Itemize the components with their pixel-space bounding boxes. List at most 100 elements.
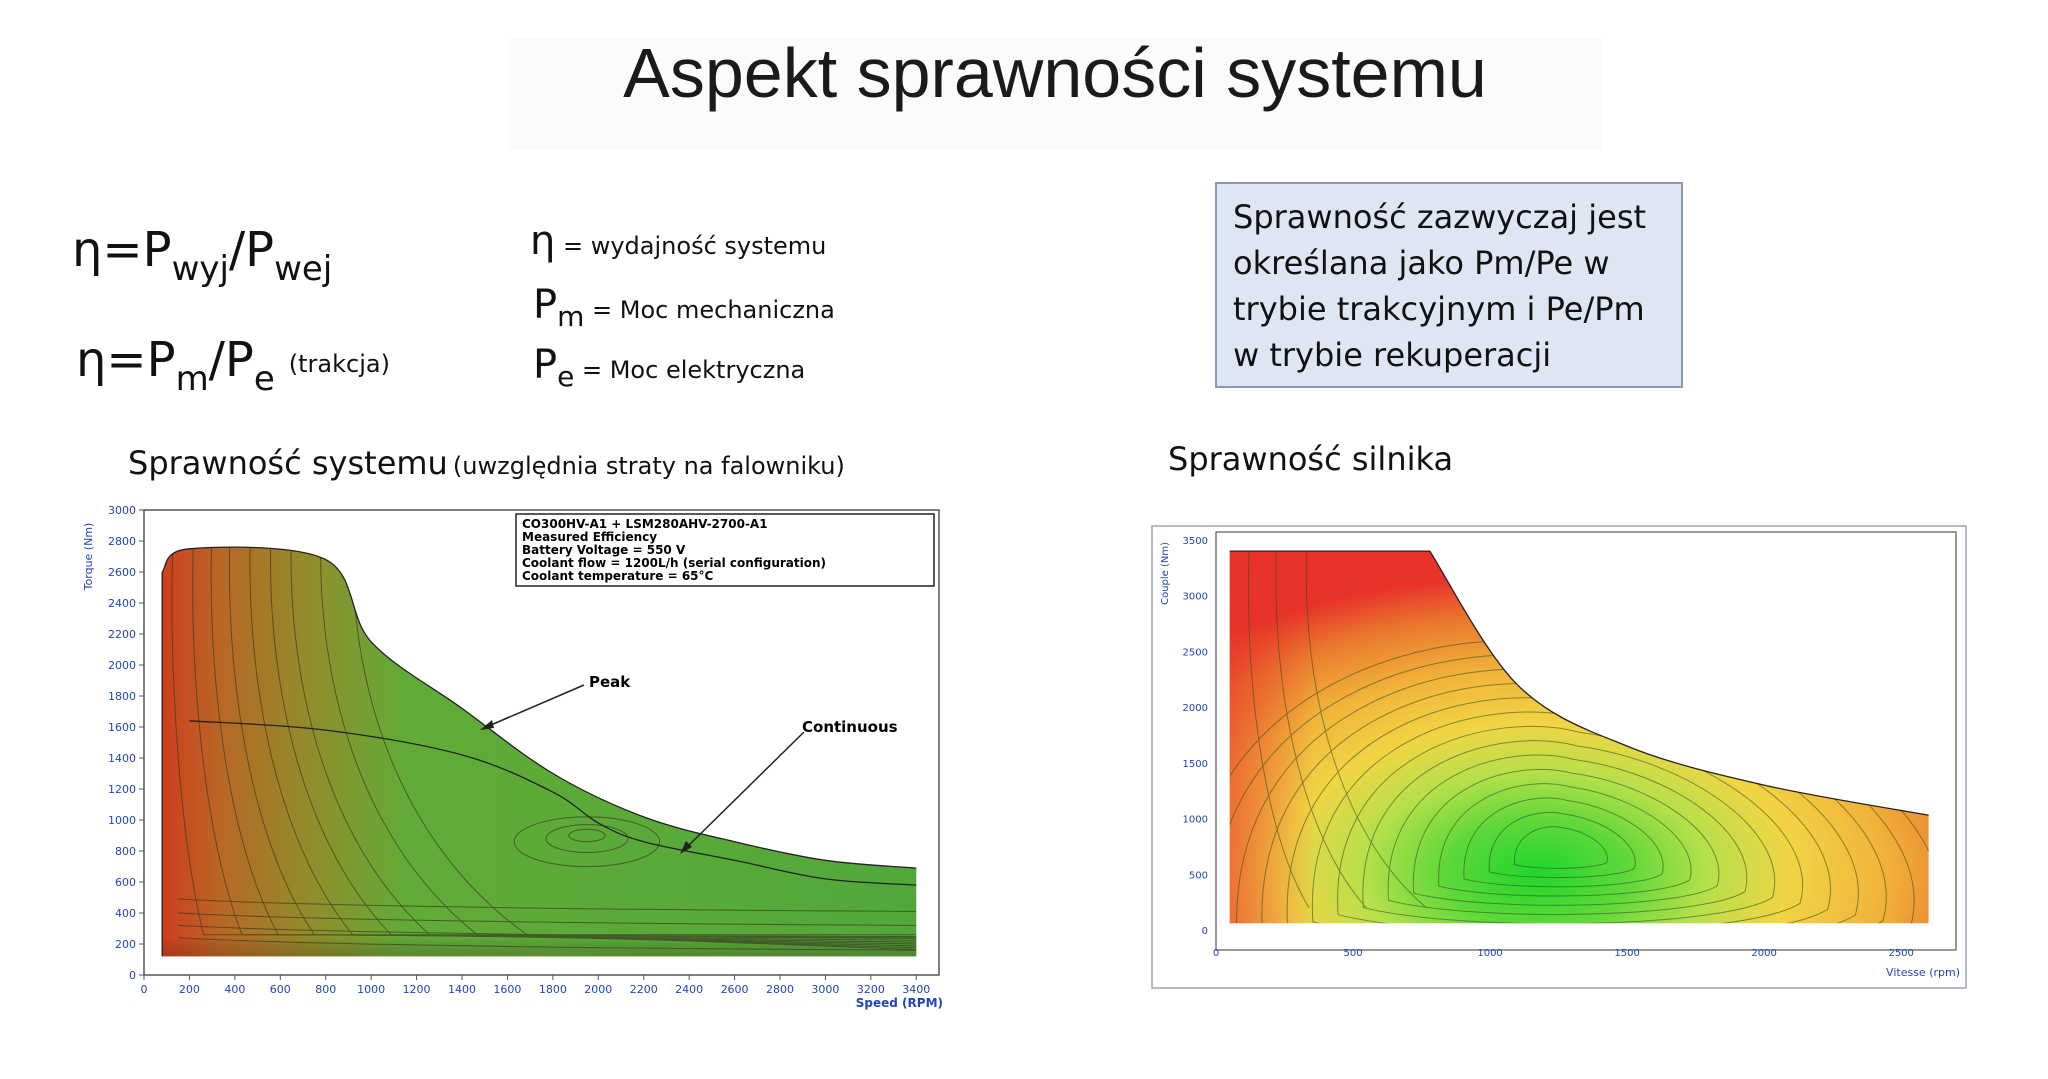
formula-sub-wyj: wyj bbox=[171, 249, 229, 289]
y-tick-label: 800 bbox=[115, 845, 136, 858]
y-tick-label: 2500 bbox=[1183, 647, 1208, 658]
y-tick-label: 1500 bbox=[1183, 759, 1208, 770]
peak-curve bbox=[161, 546, 917, 869]
annotation-text: Peak bbox=[589, 673, 631, 691]
x-tick-label: 0 bbox=[1213, 948, 1219, 959]
formula-note: (trakcja) bbox=[288, 350, 390, 378]
legend-pm: Pm = Moc mechaniczna bbox=[533, 282, 835, 333]
legend-symbol: P bbox=[533, 342, 558, 388]
formula-lhs: η=P bbox=[76, 332, 176, 388]
formula-sub-wej: wej bbox=[274, 249, 333, 289]
x-tick-label: 1000 bbox=[1477, 948, 1502, 959]
contour-line bbox=[178, 937, 917, 951]
note-box: Sprawność zazwyczaj jest określana jako … bbox=[1215, 182, 1683, 388]
x-tick-label: 800 bbox=[315, 983, 336, 996]
caption-main: Sprawność systemu bbox=[128, 444, 448, 482]
y-tick-label: 1600 bbox=[108, 721, 136, 734]
contour-line bbox=[192, 547, 917, 938]
info-line: Coolant temperature = 65°C bbox=[522, 569, 714, 583]
contour-line bbox=[1275, 551, 1367, 909]
x-tick-label: 2200 bbox=[630, 983, 658, 996]
contour-line bbox=[1413, 768, 1720, 906]
y-tick-label: 0 bbox=[1202, 926, 1208, 937]
legend-text: = Moc elektryczna bbox=[574, 356, 806, 384]
y-tick-label: 1200 bbox=[108, 783, 136, 796]
note-line: określana jako Pm/Pe w bbox=[1233, 244, 1610, 282]
y-tick-label: 1400 bbox=[108, 752, 136, 765]
y-tick-label: 3500 bbox=[1183, 536, 1208, 547]
formula-lhs: η=P bbox=[72, 222, 172, 278]
y-tick-label: 2000 bbox=[1183, 703, 1208, 714]
contour-line bbox=[210, 547, 917, 939]
x-tick-label: 3400 bbox=[902, 983, 930, 996]
x-tick-label: 1000 bbox=[357, 983, 385, 996]
y-tick-label: 600 bbox=[115, 876, 136, 889]
continuous-curve bbox=[189, 720, 917, 886]
contour-line bbox=[1387, 754, 1748, 915]
contour-line bbox=[178, 912, 917, 926]
x-tick-label: 2000 bbox=[584, 983, 612, 996]
legend-sub: m bbox=[557, 300, 585, 333]
peak-curve bbox=[1229, 550, 1929, 816]
legend-symbol: P bbox=[533, 282, 558, 328]
contour-line bbox=[171, 547, 917, 936]
y-axis-label: Couple (Nm) bbox=[1160, 542, 1171, 605]
caption-system-efficiency: Sprawność systemu (uwzględnia straty na … bbox=[128, 444, 845, 482]
info-line: CO300HV-A1 + LSM280AHV-2700-A1 bbox=[522, 517, 768, 531]
y-tick-label: 3000 bbox=[108, 504, 136, 517]
legend-pe: Pe = Moc elektryczna bbox=[533, 342, 805, 393]
x-tick-label: 2600 bbox=[721, 983, 749, 996]
contour-line bbox=[568, 828, 606, 843]
system-efficiency-chart: 0 200 400 600 800 1000 1200 1400 1600 1800 2000 220… bbox=[84, 504, 943, 1010]
y-tick-label: 1000 bbox=[108, 814, 136, 827]
info-line: Battery Voltage = 550 V bbox=[522, 543, 686, 557]
legend-text: = wydajność systemu bbox=[555, 232, 827, 260]
y-tick-label: 2200 bbox=[108, 628, 136, 641]
legend-sub: e bbox=[557, 360, 575, 393]
annotation-text: Continuous bbox=[802, 718, 898, 736]
x-tick-label: 0 bbox=[141, 983, 148, 996]
x-tick-label: 2400 bbox=[675, 983, 703, 996]
x-tick-label: 500 bbox=[1343, 948, 1362, 959]
page-title: Aspekt sprawności systemu bbox=[623, 34, 1487, 112]
formula-sub-e: e bbox=[253, 359, 275, 399]
y-tick-label: 1000 bbox=[1183, 815, 1208, 826]
y-tick-label: 2600 bbox=[108, 566, 136, 579]
info-box: CO300HV-A1 + LSM280AHV-2700-A1 Measured … bbox=[515, 513, 935, 587]
note-line: w trybie rekuperacji bbox=[1233, 336, 1552, 374]
legend-text: = Moc mechaniczna bbox=[584, 296, 835, 324]
caption-motor-efficiency: Sprawność silnika bbox=[1168, 440, 1454, 478]
formula-mid: /P bbox=[208, 332, 254, 388]
contour-line bbox=[1247, 551, 1310, 908]
contour-line bbox=[178, 898, 917, 912]
contour-line bbox=[1362, 740, 1775, 924]
formula-efficiency-general: η=Pwyj/Pwej bbox=[72, 222, 332, 289]
contour-line bbox=[1312, 711, 1831, 924]
annotation-peak: Peak bbox=[480, 673, 631, 730]
x-tick-label: 1200 bbox=[403, 983, 431, 996]
y-tick-label: 1800 bbox=[108, 690, 136, 703]
formula-efficiency-traction: η=Pm/Pe (trakcja) bbox=[76, 332, 390, 399]
x-tick-label: 1500 bbox=[1614, 948, 1639, 959]
y-tick-label: 3000 bbox=[1183, 592, 1208, 603]
y-tick-label: 2000 bbox=[108, 659, 136, 672]
caption-note: (uwzględnia straty na falowniku) bbox=[452, 452, 845, 480]
note-line: Sprawność zazwyczaj jest bbox=[1233, 198, 1647, 236]
contour-line bbox=[1286, 697, 1859, 924]
y-axis-label: Torque (Nm) bbox=[84, 523, 95, 592]
contour-line bbox=[513, 816, 661, 868]
y-tick-label: 0 bbox=[129, 969, 136, 982]
x-tick-label: 400 bbox=[224, 983, 245, 996]
contour-line bbox=[1488, 811, 1636, 879]
contour-line bbox=[1337, 726, 1803, 924]
contour-line bbox=[228, 547, 917, 941]
x-tick-label: 3000 bbox=[811, 983, 839, 996]
contour-line bbox=[1463, 797, 1664, 888]
title-background bbox=[508, 38, 1602, 150]
x-axis-label: Speed (RPM) bbox=[856, 996, 943, 1010]
info-line: Measured Efficiency bbox=[522, 530, 657, 544]
motor-efficiency-chart: 0 500 1000 1500 2000 2500 0 500 1000 1500 2000 2500… bbox=[1151, 525, 1967, 989]
contour-line bbox=[290, 547, 917, 947]
x-tick-label: 200 bbox=[179, 983, 200, 996]
y-tick-label: 500 bbox=[1189, 870, 1208, 881]
